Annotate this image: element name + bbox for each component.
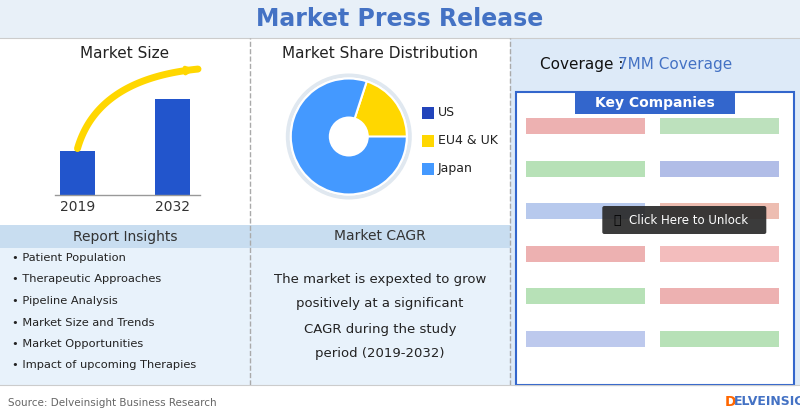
Bar	[660, 203, 779, 219]
Text: • Patient Population: • Patient Population	[12, 253, 126, 263]
Bar	[0, 0, 800, 38]
Bar	[660, 331, 779, 346]
Bar	[60, 150, 95, 195]
Bar	[250, 225, 510, 248]
Text: Click Here to Unlock: Click Here to Unlock	[630, 213, 749, 226]
Bar	[660, 160, 779, 176]
Text: Japan: Japan	[438, 162, 473, 175]
Text: • Impact of upcoming Therapies: • Impact of upcoming Therapies	[12, 360, 196, 370]
Bar	[660, 288, 779, 304]
Text: Source: Delveinsight Business Research: Source: Delveinsight Business Research	[8, 397, 217, 407]
Bar	[516, 92, 794, 385]
Text: 2032: 2032	[155, 200, 190, 214]
Text: ELVEINSIGHT: ELVEINSIGHT	[734, 395, 800, 408]
Text: 7MM Coverage: 7MM Coverage	[618, 57, 732, 71]
Text: Market Size: Market Size	[81, 45, 170, 60]
Text: • Market Size and Trends: • Market Size and Trends	[12, 318, 154, 328]
Text: Coverage :: Coverage :	[540, 57, 628, 71]
Text: Key Companies: Key Companies	[595, 96, 715, 110]
Text: • Therapeutic Approaches: • Therapeutic Approaches	[12, 275, 162, 284]
Text: Market Press Release: Market Press Release	[256, 7, 544, 31]
Bar	[526, 160, 645, 176]
Bar	[422, 163, 434, 174]
Text: EU4 & UK: EU4 & UK	[438, 134, 498, 147]
Text: D: D	[725, 394, 737, 409]
Text: US: US	[438, 106, 455, 119]
Text: Market Share Distribution: Market Share Distribution	[282, 45, 478, 60]
Text: Report Insights: Report Insights	[73, 229, 178, 244]
Bar	[526, 246, 645, 262]
Text: • Pipeline Analysis: • Pipeline Analysis	[12, 296, 118, 306]
Bar	[526, 203, 645, 219]
Text: • Market Opportunities: • Market Opportunities	[12, 339, 143, 349]
Bar	[575, 92, 735, 114]
Text: Market CAGR: Market CAGR	[334, 229, 426, 244]
Bar	[0, 248, 250, 385]
Bar	[660, 118, 779, 134]
Bar	[155, 99, 190, 195]
Bar	[422, 134, 434, 147]
Wedge shape	[294, 79, 407, 136]
Text: 2019: 2019	[60, 200, 95, 214]
Circle shape	[329, 116, 369, 157]
Text: 🔒: 🔒	[614, 213, 621, 226]
Bar	[526, 118, 645, 134]
Text: The market is expexted to grow
positively at a significant
CAGR during the study: The market is expexted to grow positivel…	[274, 273, 486, 360]
Bar	[422, 107, 434, 118]
Bar	[250, 248, 510, 385]
Bar	[0, 38, 250, 225]
Bar	[660, 246, 779, 262]
Wedge shape	[291, 79, 407, 194]
Wedge shape	[291, 81, 406, 194]
Bar	[510, 38, 800, 90]
Bar	[0, 225, 250, 248]
Bar	[526, 331, 645, 346]
Bar	[510, 90, 800, 385]
Circle shape	[286, 74, 412, 200]
FancyBboxPatch shape	[602, 206, 766, 234]
Bar	[250, 38, 510, 225]
Bar	[526, 288, 645, 304]
